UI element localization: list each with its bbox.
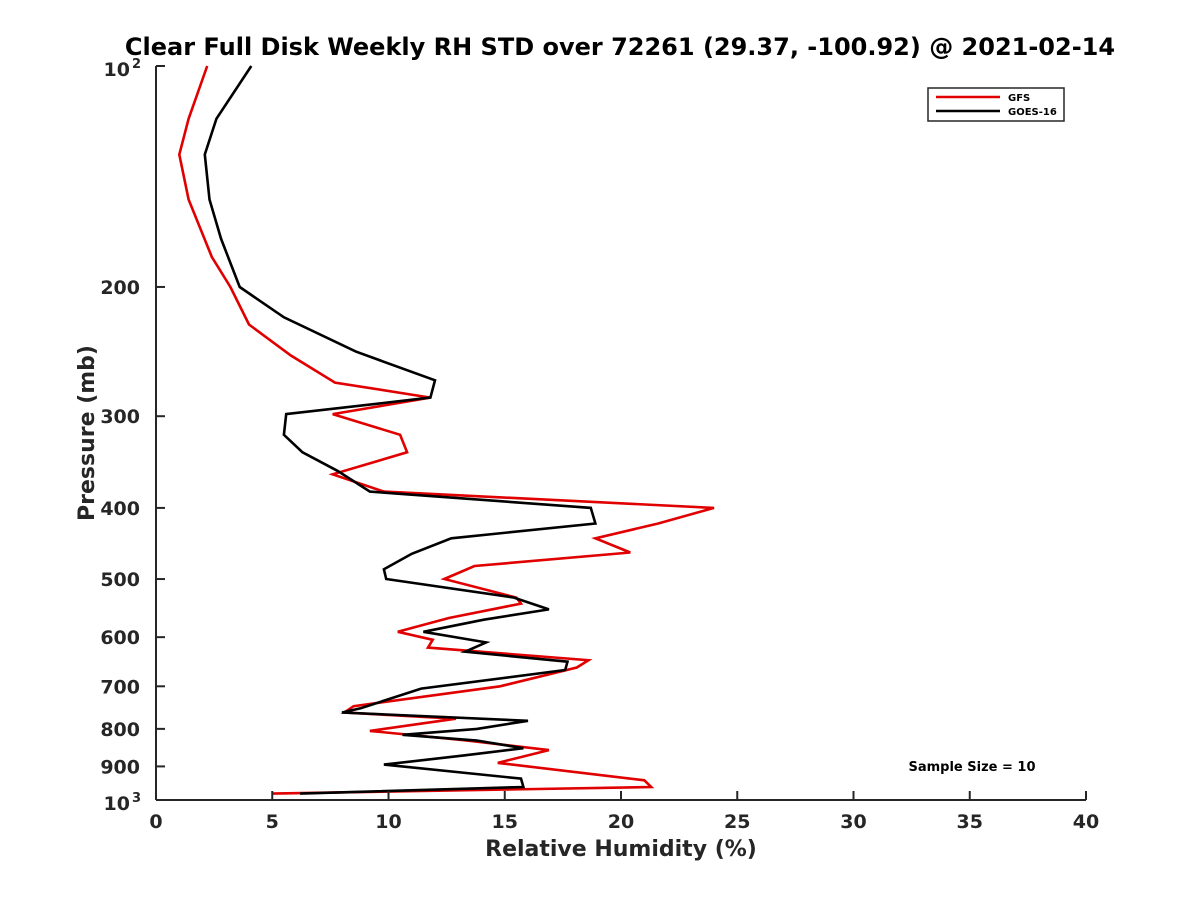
- x-tick-label: 40: [1073, 811, 1099, 833]
- x-axis-ticks: 0 5 10 15 20 25 30 35 40: [149, 791, 1099, 833]
- y-tick-label-bottom-exp: 3: [132, 791, 141, 806]
- x-tick-label: 0: [149, 811, 162, 833]
- y-tick-label: 300: [100, 406, 140, 428]
- x-tick-label: 15: [492, 811, 518, 833]
- x-tick-label: 25: [724, 811, 750, 833]
- x-tick-label: 35: [957, 811, 983, 833]
- legend-label-gfs: GFS: [1008, 93, 1030, 104]
- y-tick-label-top-exp: 2: [132, 57, 141, 72]
- y-tick-label-top-base: 10: [104, 59, 130, 81]
- y-tick-label: 600: [100, 627, 140, 649]
- y-tick-label-top: 10: [104, 59, 130, 81]
- x-tick-label: 10: [375, 811, 401, 833]
- y-axis-label: Pressure (mb): [75, 345, 100, 521]
- y-tick-label: 800: [100, 719, 140, 741]
- y-tick-label: 900: [100, 756, 140, 778]
- series-line-gfs: [177, 65, 715, 795]
- y-tick-label: 500: [100, 569, 140, 591]
- y-tick-label-bottom: 10: [104, 793, 130, 815]
- sample-size-annotation: Sample Size = 10: [908, 760, 1035, 775]
- y-tick-label: 700: [100, 676, 140, 698]
- y-tick-label: 400: [100, 498, 140, 520]
- series-line-goes-16: [203, 65, 598, 795]
- legend: GFS GOES-16: [927, 87, 1065, 122]
- x-tick-label: 30: [840, 811, 866, 833]
- chart-title: Clear Full Disk Weekly RH STD over 72261…: [125, 33, 1115, 61]
- x-tick-label: 5: [266, 811, 279, 833]
- x-axis-label: Relative Humidity (%): [485, 837, 757, 862]
- legend-label-goes16: GOES-16: [1008, 107, 1057, 118]
- x-tick-label: 20: [608, 811, 634, 833]
- plot-area: [177, 65, 715, 795]
- y-axis-ticks: 200 300 400 500 600 700 800 900: [100, 65, 165, 801]
- legend-box: [927, 87, 1065, 122]
- y-tick-label-bottom-base: 10: [104, 793, 130, 815]
- y-tick-label: 200: [100, 277, 140, 299]
